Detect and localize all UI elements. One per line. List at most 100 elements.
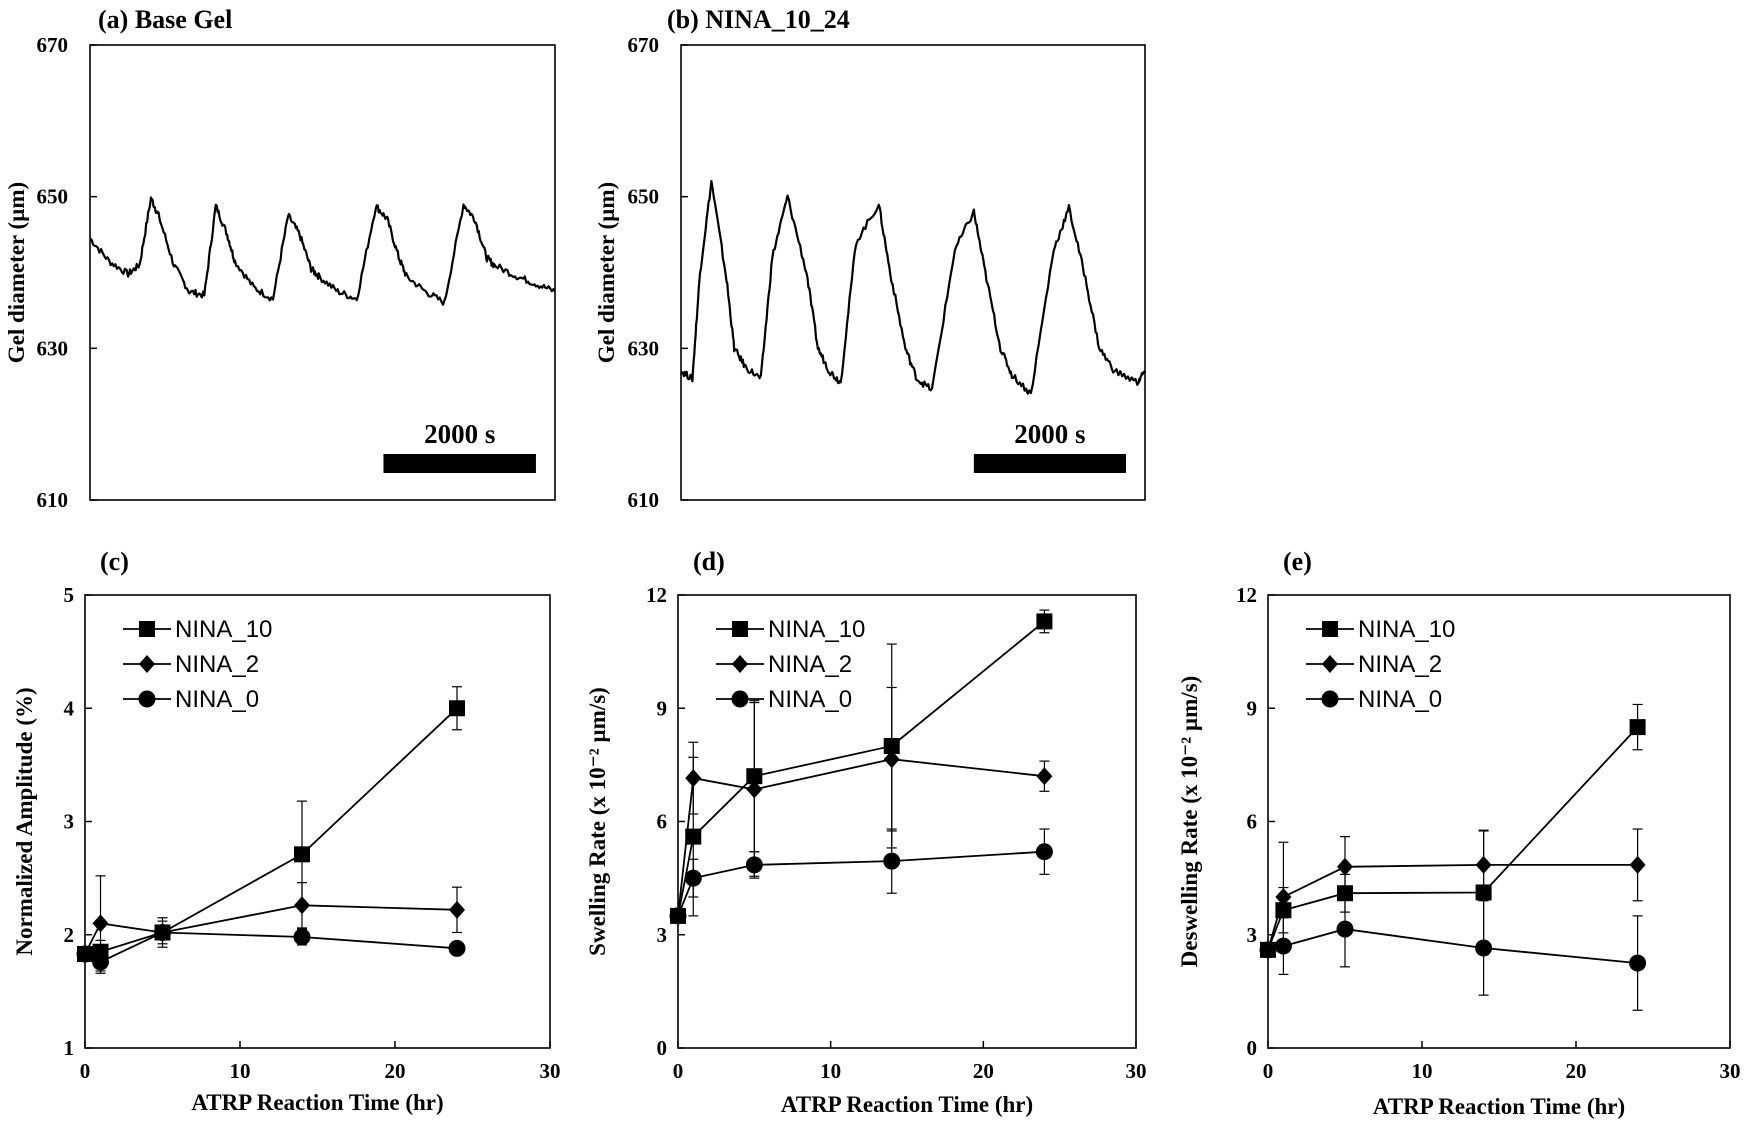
data-point-circle xyxy=(1629,954,1647,972)
x-tick-label: 30 xyxy=(1720,1059,1741,1083)
data-point-diamond xyxy=(746,780,763,799)
y-tick-label: 1 xyxy=(64,1036,75,1060)
data-point-diamond xyxy=(1275,888,1292,906)
legend-entry-nina_10: NINA_10 xyxy=(716,616,865,643)
y-tick-label: 670 xyxy=(628,33,660,57)
y-axis-label: Gel diameter (µm) xyxy=(594,182,619,363)
y-tick-label: 2 xyxy=(64,923,75,947)
legend-marker xyxy=(732,621,748,637)
legend-marker xyxy=(138,690,156,708)
data-point-diamond xyxy=(1629,855,1646,874)
series-nina_2 xyxy=(670,686,1053,925)
data-point-diamond xyxy=(1036,767,1053,786)
chart-panel-b: (b) NINA_10_24 610 630 650 670 Gel diameter (… xyxy=(594,5,1147,512)
chart-panel-e: (e) 0 3 6 9 12 0 10 20 30 Deswelling Rate (x 10⁻² … xyxy=(1177,547,1741,1119)
y-tick-label: 0 xyxy=(657,1036,668,1060)
data-point-circle xyxy=(92,953,109,971)
series-line xyxy=(84,707,458,955)
data-point-circle xyxy=(684,869,702,887)
legend-label: NINA_0 xyxy=(768,686,852,713)
x-tick-label: 20 xyxy=(973,1059,994,1083)
data-point-circle xyxy=(76,945,94,963)
panel-label: (a) Base Gel xyxy=(98,5,232,34)
legend-marker xyxy=(1321,690,1339,708)
data-point-diamond xyxy=(449,900,465,919)
data-point-circle xyxy=(1475,939,1493,957)
series-line xyxy=(677,620,1045,917)
y-tick-label: 0 xyxy=(1247,1036,1258,1060)
x-tick-label: 10 xyxy=(1412,1059,1433,1083)
y-axis-label: Normalized Amplitude (%) xyxy=(12,687,37,955)
x-tick-label: 30 xyxy=(540,1059,561,1083)
series-nina_0 xyxy=(669,828,1053,925)
data-point-square xyxy=(1036,613,1053,630)
y-tick-label: 9 xyxy=(657,696,668,720)
trace-line-b xyxy=(679,180,1147,395)
plot-frame xyxy=(1267,594,1731,1049)
x-axis-label: ATRP Reaction Time (hr) xyxy=(191,1090,443,1115)
chart-panel-a: (a) Base Gel 610 630 650 670 Gel diameter (µm… xyxy=(4,5,556,512)
legend-label: NINA_10 xyxy=(1358,616,1455,643)
legend-entry-nina_0: NINA_0 xyxy=(716,686,852,713)
data-point-circle xyxy=(154,923,171,941)
x-tick-label: 0 xyxy=(80,1059,91,1083)
panel-label: (c) xyxy=(100,547,129,576)
legend-marker xyxy=(1322,655,1338,673)
legend-entry-nina_0: NINA_0 xyxy=(123,686,259,713)
series-line xyxy=(1267,928,1638,964)
data-point-circle xyxy=(293,928,311,946)
legend-label: NINA_0 xyxy=(1358,686,1442,713)
y-tick-label: 630 xyxy=(628,336,660,360)
legend-entry-nina_10: NINA_10 xyxy=(123,616,272,643)
series-nina_0 xyxy=(1259,890,1647,1011)
data-point-square xyxy=(1629,719,1646,736)
series-nina_10 xyxy=(670,609,1053,924)
y-tick-label: 3 xyxy=(657,923,668,947)
panel-label: (e) xyxy=(1283,547,1312,576)
legend-entry-nina_10: NINA_10 xyxy=(1306,616,1455,643)
legend-label: NINA_2 xyxy=(175,651,259,678)
plot-frame xyxy=(89,44,556,501)
legend-entry-nina_2: NINA_2 xyxy=(716,651,852,678)
x-tick-label: 0 xyxy=(673,1059,684,1083)
y-tick-label: 4 xyxy=(64,696,75,720)
legend-entry-nina_2: NINA_2 xyxy=(1306,651,1442,678)
panel-label: (d) xyxy=(693,547,725,576)
legend-label: NINA_2 xyxy=(1358,651,1442,678)
y-tick-label: 3 xyxy=(64,810,75,834)
x-axis-label: ATRP Reaction Time (hr) xyxy=(781,1092,1033,1117)
series-nina_10 xyxy=(1260,703,1646,958)
series-line xyxy=(84,904,458,955)
trace-line-a xyxy=(89,196,556,306)
y-tick-label: 5 xyxy=(64,583,75,607)
panel-label: (b) NINA_10_24 xyxy=(667,5,850,34)
chart-panel-c: (c) 1 2 3 4 5 0 10 20 30 Normalized Amplitude (%) A… xyxy=(12,547,561,1115)
y-tick-label: 610 xyxy=(628,488,660,512)
y-tick-label: 6 xyxy=(657,810,668,834)
data-point-diamond xyxy=(92,914,109,933)
legend-marker xyxy=(731,690,749,708)
data-point-circle xyxy=(1035,843,1053,861)
legend-label: NINA_10 xyxy=(175,616,272,643)
data-point-circle xyxy=(1259,941,1277,959)
data-point-circle xyxy=(1274,937,1292,955)
data-point-diamond xyxy=(685,769,702,788)
data-point-diamond xyxy=(1337,857,1353,876)
scale-bar-label: 2000 s xyxy=(1014,419,1085,449)
legend-label: NINA_10 xyxy=(768,616,865,643)
legend-marker xyxy=(139,655,155,673)
y-tick-label: 610 xyxy=(37,488,69,512)
legend-marker xyxy=(1322,621,1338,637)
data-point-square xyxy=(294,846,310,863)
y-axis-label: Swelling Rate (x 10⁻² µm/s) xyxy=(585,687,610,956)
series-nina_0 xyxy=(76,923,466,974)
x-tick-label: 0 xyxy=(1263,1059,1274,1083)
legend-entry-nina_0: NINA_0 xyxy=(1306,686,1442,713)
y-axis-label: Deswelling Rate (x 10⁻² µm/s) xyxy=(1177,676,1202,968)
data-point-circle xyxy=(883,852,901,870)
y-tick-label: 630 xyxy=(37,336,69,360)
series-line xyxy=(1267,726,1639,951)
plot-frame xyxy=(84,594,551,1049)
y-tick-label: 3 xyxy=(1247,923,1258,947)
